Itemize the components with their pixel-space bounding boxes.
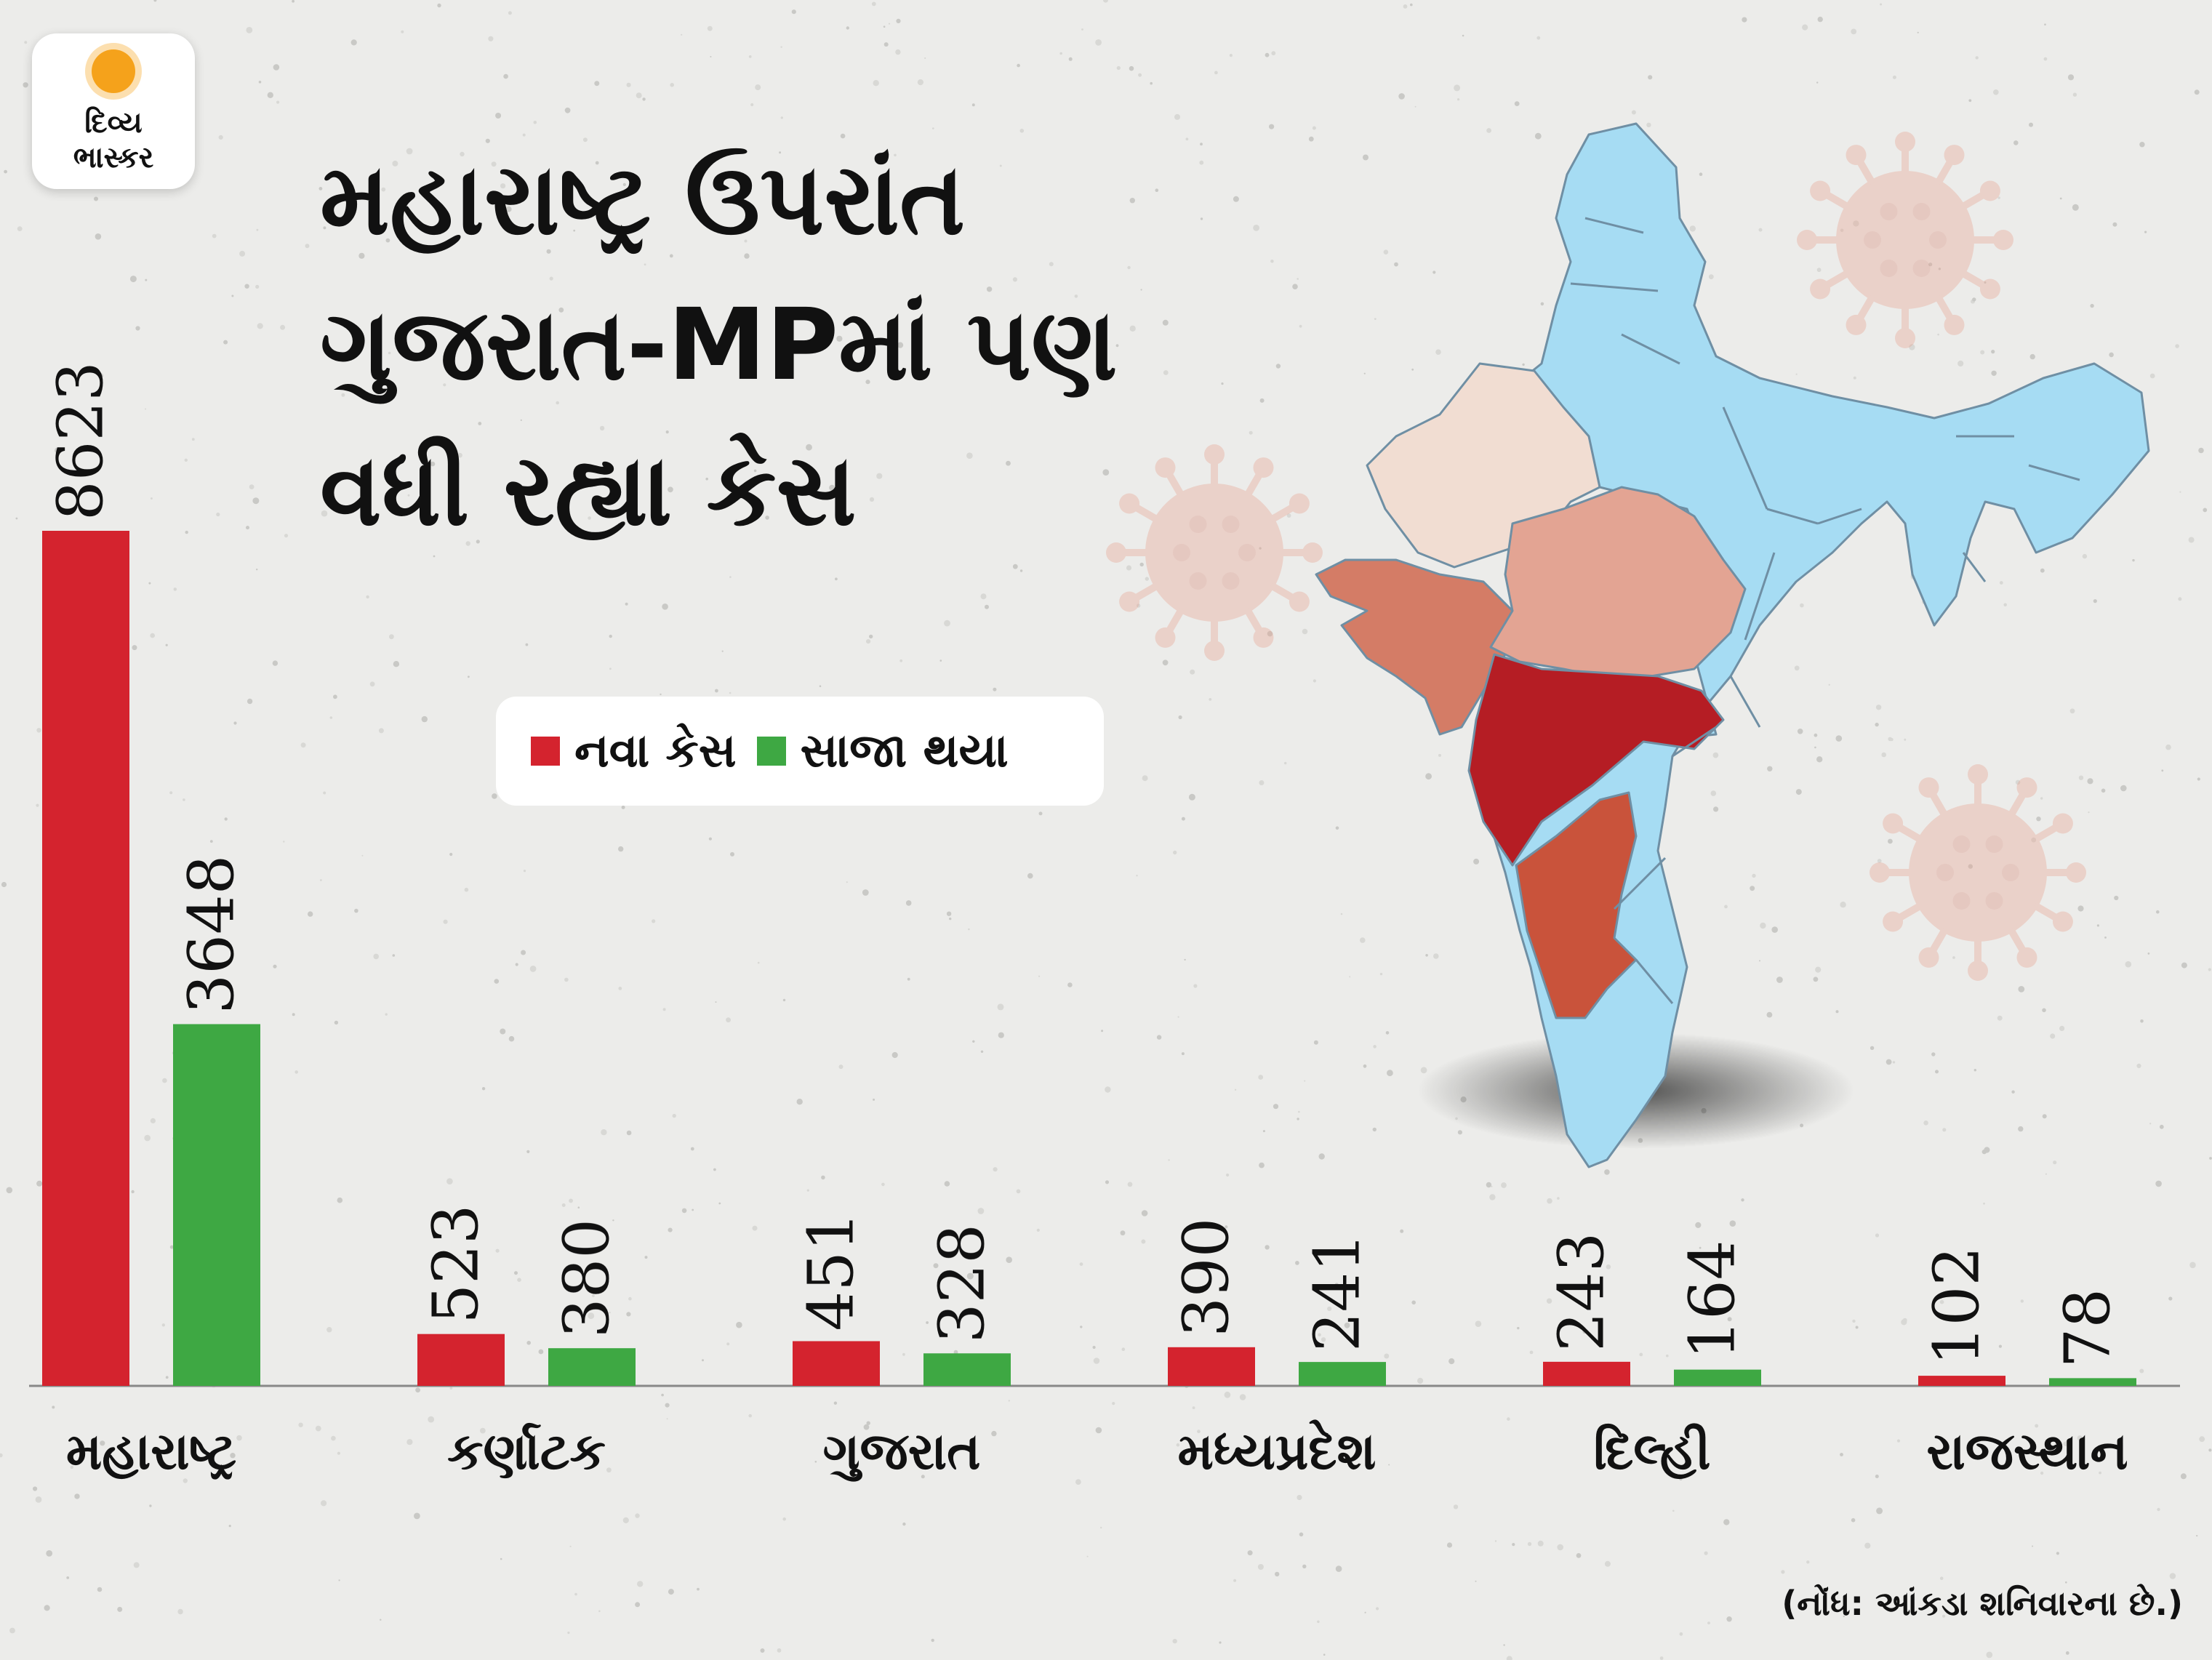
data-label-new-2: 451	[796, 1211, 868, 1331]
data-label-new-3: 390	[1171, 1218, 1243, 1337]
chart-legend: નવા કેસ સાજા થયા	[496, 697, 1104, 806]
sun-icon	[92, 49, 135, 93]
map-madhya-pradesh	[1489, 486, 1747, 678]
category-label-0: મહારાષ્ટ્ર	[66, 1422, 236, 1481]
logo-line-1: દિવ્ય	[84, 106, 143, 140]
data-label-new-0: 8623	[45, 361, 118, 521]
bar-recovered-3	[1299, 1362, 1386, 1386]
footnote: (નોંધ: આંકડા શનિવારના છે.)	[1782, 1584, 2183, 1623]
bar-recovered-5	[2049, 1378, 2136, 1386]
data-label-recovered-5: 78	[2052, 1288, 2125, 1368]
india-map	[1315, 122, 2150, 1168]
page-title: મહારાષ્ટ્ર ઉપરાંત ગુજરાત-MPમાં પણ વધી રહ…	[320, 127, 1440, 564]
title-line-1: મહારાષ્ટ્ર ઉપરાંત	[320, 143, 966, 257]
bar-new-3	[1168, 1347, 1255, 1386]
title-line-3: વધી રહ્યા કેસ	[320, 433, 857, 548]
title-line-2: ગુજરાત-MPમાં પણ	[320, 288, 1118, 403]
category-label-2: ગુજરાત	[822, 1422, 980, 1483]
virus-illustration	[1106, 132, 2086, 981]
bar-new-0	[42, 531, 129, 1386]
data-label-recovered-4: 164	[1677, 1240, 1750, 1359]
bar-chart: 8623 3648 મહારાષ્ટ્ર 523 380 કર્ણાટક 451 328 ગુજ…	[29, 361, 2180, 1483]
map-maharashtra	[1467, 653, 1725, 867]
category-label-3: મધ્યપ્રદેશ	[1178, 1419, 1377, 1481]
bar-recovered-2	[923, 1353, 1011, 1386]
logo-line-2: ભાસ્કર	[73, 141, 154, 175]
data-label-new-1: 523	[420, 1205, 493, 1324]
legend-item-new-cases: નવા કેસ	[531, 724, 737, 778]
bar-recovered-0	[173, 1024, 260, 1386]
bar-new-4	[1543, 1361, 1630, 1386]
data-label-recovered-0: 3648	[176, 855, 249, 1014]
data-label-recovered-3: 241	[1302, 1232, 1374, 1352]
category-label-4: દિલ્હી	[1593, 1422, 1710, 1481]
map-state-borders	[1570, 217, 2080, 1004]
legend-label-recovered: સાજા થયા	[800, 724, 1009, 778]
bar-new-2	[793, 1341, 880, 1386]
data-label-new-4: 243	[1546, 1232, 1619, 1352]
bar-recovered-1	[548, 1348, 636, 1386]
legend-label-new-cases: નવા કેસ	[574, 724, 737, 778]
map-gujarat	[1315, 558, 1514, 736]
data-label-recovered-2: 328	[926, 1224, 999, 1343]
legend-swatch-recovered	[756, 737, 786, 766]
bar-new-5	[1918, 1376, 2005, 1386]
legend-swatch-new-cases	[531, 737, 560, 766]
brand-logo: દિવ્ય ભાસ્કર	[32, 33, 195, 189]
legend-item-recovered: સાજા થયા	[756, 724, 1009, 778]
data-label-new-5: 102	[1921, 1246, 1994, 1366]
map-karnataka	[1515, 791, 1638, 1019]
bar-new-1	[417, 1334, 505, 1386]
category-label-1: કર્ણાટક	[447, 1422, 606, 1481]
data-label-recovered-1: 380	[551, 1219, 624, 1338]
bar-recovered-4	[1674, 1369, 1761, 1386]
category-label-5: રાજસ્થાન	[1926, 1422, 2128, 1481]
